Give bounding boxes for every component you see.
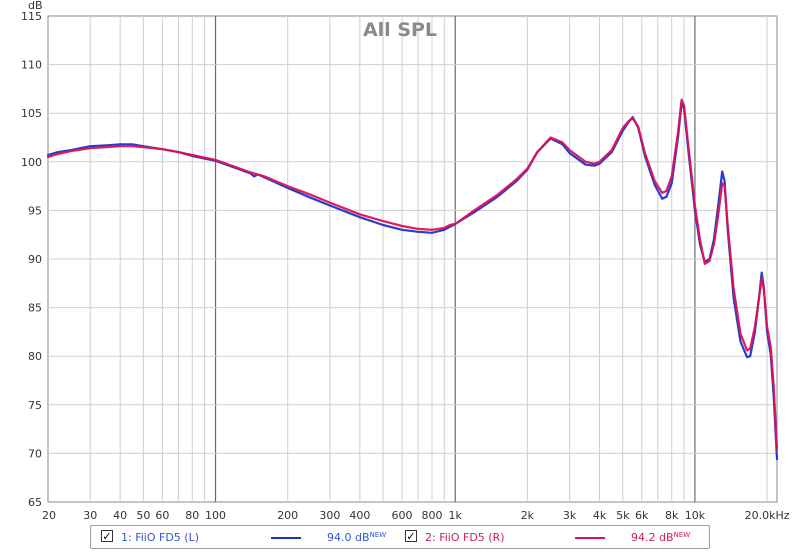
x-tick-label: 4k: [593, 509, 607, 522]
grid: [48, 16, 777, 502]
checkbox-right[interactable]: ✓: [405, 530, 417, 543]
legend-item-left[interactable]: ✓ 1: FiiO FD5 (L) 94.0 dBNEW: [95, 526, 403, 548]
axes: 65 70 75 80 85 90 95 100 105 110 115 20 30 40 50 60 80 10…: [21, 10, 790, 522]
y-tick-label: 70: [28, 447, 42, 460]
legend-level-left: 94.0 dBNEW: [327, 531, 387, 544]
y-tick-label: 110: [21, 59, 42, 72]
chart-title: All SPL: [363, 19, 437, 41]
x-tick-label: 80: [185, 509, 199, 522]
x-tick-label: 8k: [665, 509, 679, 522]
legend: ✓ 1: FiiO FD5 (L) 94.0 dBNEW ✓ 2: FiiO F…: [90, 525, 710, 549]
y-tick-label: 90: [28, 253, 42, 266]
x-tick-label: 60: [155, 509, 169, 522]
x-tick-label: 10k: [685, 509, 706, 522]
series-line-right: [46, 98, 779, 450]
legend-item-right[interactable]: ✓ 2: FiiO FD5 (R) 94.2 dBNEW: [399, 526, 707, 548]
x-tick-label: 3k: [563, 509, 577, 522]
legend-level-right: 94.2 dBNEW: [631, 531, 691, 544]
x-tick-label: 400: [349, 509, 370, 522]
x-tick-label: 5k: [616, 509, 630, 522]
x-tick-label: 50: [136, 509, 150, 522]
x-tick-label: 2k: [521, 509, 535, 522]
legend-swatch-left: [271, 537, 301, 539]
x-tick-label: 200: [277, 509, 298, 522]
y-tick-label: 65: [28, 496, 42, 509]
y-tick-label: 115: [21, 10, 42, 23]
x-tick-label: 800: [422, 509, 443, 522]
x-tick-label: 20: [42, 509, 56, 522]
x-tick-label: 300: [319, 509, 340, 522]
y-tick-label: 85: [28, 302, 42, 315]
x-tick-label: 1k: [449, 509, 463, 522]
x-tick-label: 100: [205, 509, 226, 522]
legend-swatch-right: [575, 537, 605, 539]
series: [46, 98, 779, 461]
x-tick-label: 20.0kHz: [745, 509, 790, 522]
x-tick-label: 40: [113, 509, 127, 522]
y-tick-label: 75: [28, 399, 42, 412]
x-tick-label: 6k: [635, 509, 649, 522]
x-tick-label: 600: [392, 509, 413, 522]
y-axis-unit-label: dB: [28, 0, 43, 12]
legend-label-left: 1: FiiO FD5 (L): [121, 531, 199, 544]
y-tick-label: 105: [21, 107, 42, 120]
spl-chart: 65 70 75 80 85 90 95 100 105 110 115 20 30 40 50 60 80 10…: [21, 0, 790, 522]
y-tick-label: 100: [21, 156, 42, 169]
checkbox-left[interactable]: ✓: [101, 530, 113, 543]
legend-label-right: 2: FiiO FD5 (R): [425, 531, 505, 544]
y-tick-label: 80: [28, 350, 42, 363]
x-tick-label: 30: [83, 509, 97, 522]
y-tick-label: 95: [28, 204, 42, 217]
